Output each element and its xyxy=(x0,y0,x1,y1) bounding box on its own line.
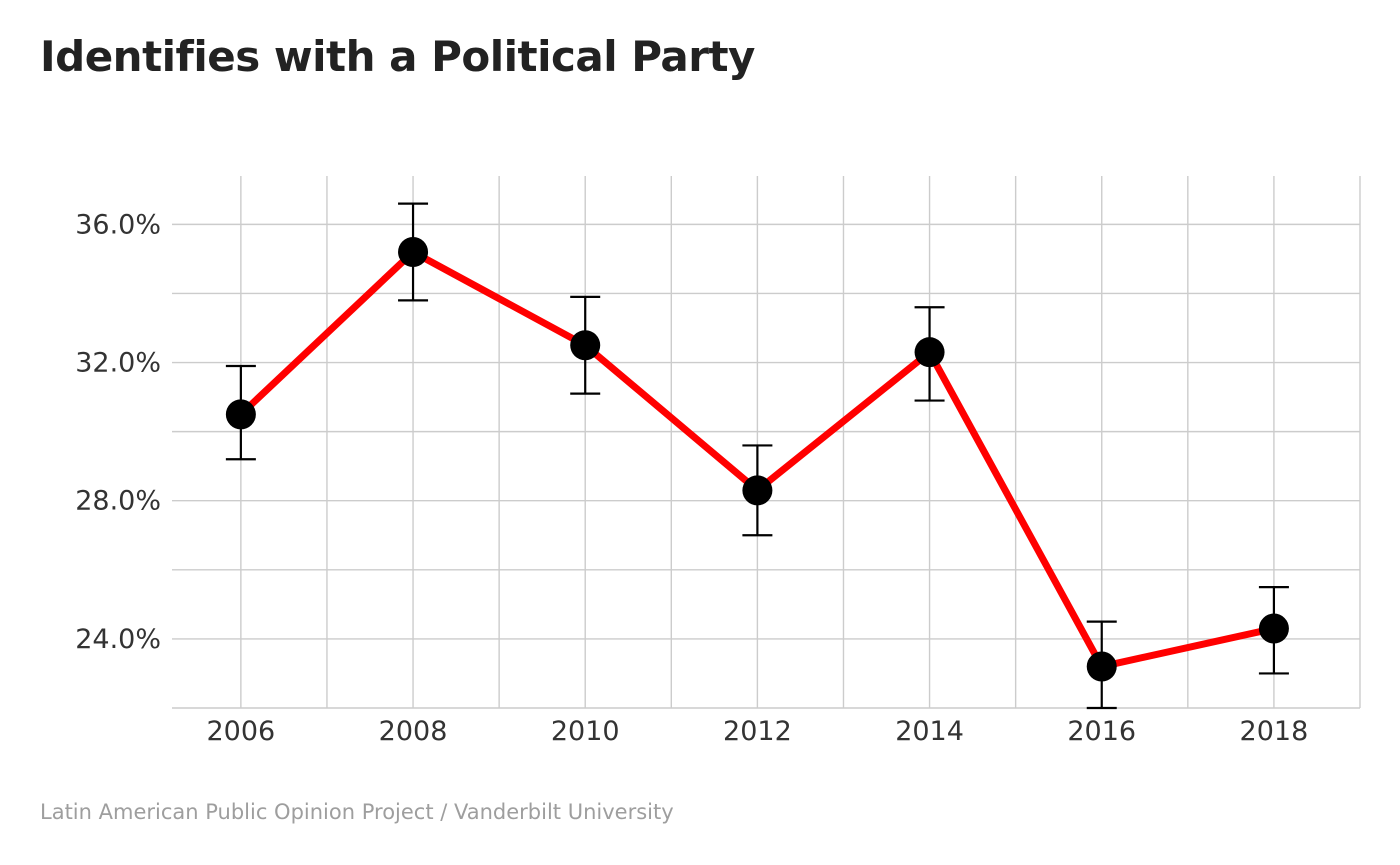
x-tick-label: 2018 xyxy=(1240,716,1309,747)
x-tick-label: 2014 xyxy=(895,716,964,747)
x-tick-label: 2010 xyxy=(551,716,620,747)
x-tick-label: 2016 xyxy=(1067,716,1136,747)
x-tick-label: 2012 xyxy=(723,716,792,747)
x-tick-label: 2006 xyxy=(207,716,276,747)
data-point xyxy=(1259,614,1289,644)
y-tick-label: 28.0% xyxy=(75,486,161,517)
y-tick-label: 36.0% xyxy=(75,209,161,240)
data-point xyxy=(226,399,256,429)
data-point xyxy=(398,237,428,267)
x-tick-label: 2008 xyxy=(379,716,448,747)
x-axis-tick-labels: 2006 2008 2010 2012 2014 2016 2018 xyxy=(207,716,1309,747)
gridlines xyxy=(172,176,1360,708)
chart-caption: Latin American Public Opinion Project / … xyxy=(40,800,674,824)
y-axis-tick-labels: 24.0% 28.0% 32.0% 36.0% xyxy=(75,209,161,655)
data-point xyxy=(742,475,772,505)
y-tick-label: 32.0% xyxy=(75,348,161,379)
data-point xyxy=(915,337,945,367)
data-point xyxy=(1087,652,1117,682)
data-point xyxy=(570,330,600,360)
y-tick-label: 24.0% xyxy=(75,624,161,655)
